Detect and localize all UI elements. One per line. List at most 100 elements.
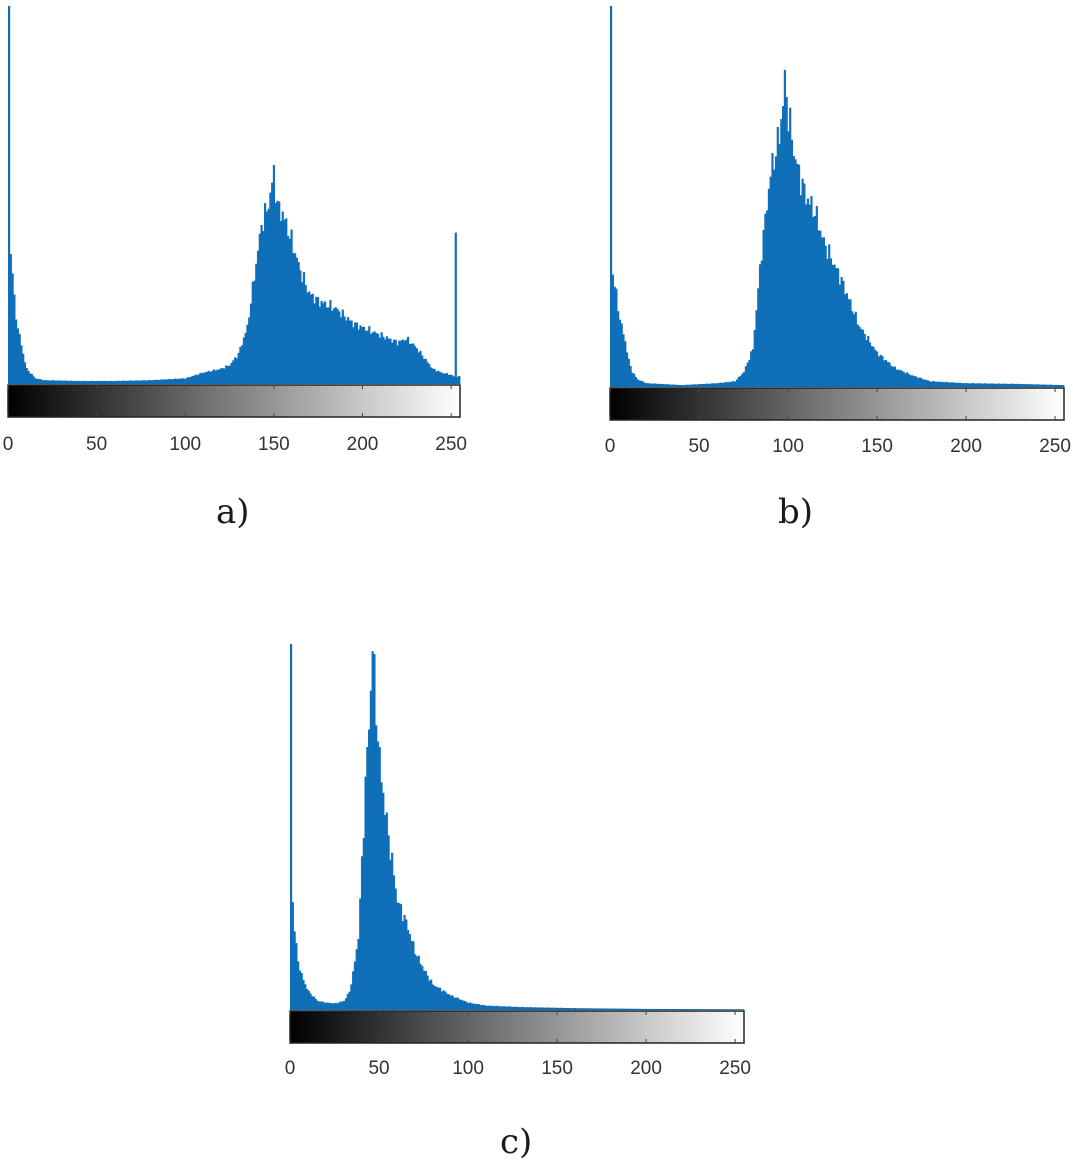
histogram-bar <box>806 198 810 387</box>
histogram-bar <box>59 380 62 384</box>
histogram-bar <box>831 264 834 387</box>
histogram-bar <box>909 375 912 387</box>
histogram-bar <box>1012 384 1015 387</box>
histogram-bar <box>602 1008 605 1010</box>
histogram-bar <box>424 358 427 384</box>
histogram-bar <box>357 938 360 1010</box>
histogram-bar <box>561 1007 564 1010</box>
histogram-bar <box>1039 384 1042 387</box>
histogram-bar <box>513 1006 516 1010</box>
histogram-bar <box>683 1009 686 1010</box>
histogram-bar <box>971 383 974 387</box>
histogram-bar <box>339 1001 342 1010</box>
histogram-bar <box>620 323 623 387</box>
histogram-c: 0 50 100 150 200 250 <box>282 640 752 1085</box>
histogram-bar <box>504 1006 507 1010</box>
histogram-bar <box>394 339 397 384</box>
histogram-bar <box>740 1009 743 1010</box>
x-tick-label: 200 <box>950 436 982 457</box>
histogram-bar <box>900 370 904 387</box>
histogram-bar <box>428 980 431 1010</box>
histogram-bar <box>458 375 461 384</box>
histogram-bar <box>663 384 666 387</box>
histogram-bar <box>566 1008 569 1010</box>
histogram-bar <box>720 1009 724 1010</box>
histogram-bar <box>934 381 937 387</box>
histogram-bar <box>126 380 129 384</box>
histogram-bar <box>961 383 964 387</box>
histogram-bar <box>431 984 435 1010</box>
histogram-bar <box>822 237 825 387</box>
histogram-bar <box>485 1005 488 1010</box>
histogram-bar <box>419 963 422 1010</box>
histogram-bar <box>85 381 88 384</box>
histogram-bar <box>710 1009 713 1010</box>
histogram-bar <box>495 1005 498 1010</box>
histogram-bar <box>391 342 394 384</box>
histogram-bar <box>520 1006 523 1010</box>
histogram-bar <box>348 991 351 1010</box>
histogram-bar <box>304 984 307 1010</box>
histogram-bar <box>362 326 366 384</box>
histogram-bar <box>300 973 303 1010</box>
histogram-bar <box>641 1008 644 1010</box>
histogram-bar <box>1023 383 1026 387</box>
histogram-bar <box>415 956 419 1010</box>
histogram-bar <box>1030 384 1033 387</box>
histogram-bar <box>131 380 134 384</box>
histogram-bar <box>368 729 371 1010</box>
histogram-bar <box>627 358 630 387</box>
histogram-bar <box>559 1007 562 1010</box>
histogram-bar <box>394 888 397 1010</box>
histogram-bar <box>630 1008 633 1010</box>
histogram-bar <box>741 373 744 387</box>
histogram-bar <box>865 340 868 387</box>
histogram-bar <box>712 383 716 387</box>
histogram-bar <box>421 966 424 1010</box>
histogram-bar <box>657 1008 660 1010</box>
histogram-bar <box>165 379 168 384</box>
histogram-bar <box>369 690 372 1010</box>
histogram-bar <box>518 1007 521 1010</box>
histogram-bar <box>43 380 46 384</box>
histogram-bar <box>970 383 973 387</box>
histogram-bar <box>380 332 383 384</box>
histogram-bar <box>195 374 198 384</box>
histogram-bar <box>357 329 360 384</box>
histogram-bar <box>671 1009 674 1010</box>
histogram-bar <box>577 1008 580 1010</box>
histogram-bar <box>271 182 274 384</box>
caption-a: a) <box>216 492 250 532</box>
histogram-bar <box>426 362 429 384</box>
histogram-bar <box>368 326 371 384</box>
histogram-bar <box>336 308 339 384</box>
histogram-bar <box>706 1009 709 1010</box>
histogram-bar <box>977 383 980 387</box>
histogram-bar <box>352 971 355 1010</box>
histogram-bar <box>564 1007 568 1010</box>
histogram-bar <box>621 1008 624 1010</box>
histogram-bar <box>113 381 117 384</box>
histogram-bar <box>362 838 365 1010</box>
histogram-bar <box>474 1003 477 1010</box>
histogram-bar <box>797 164 801 387</box>
histogram-bar <box>377 334 380 384</box>
histogram-bar <box>737 376 740 387</box>
histogram-bar <box>454 997 458 1010</box>
histogram-bar <box>766 210 769 387</box>
histogram-bar <box>399 904 403 1010</box>
histogram-bar <box>643 382 646 387</box>
histogram-bar <box>877 356 880 387</box>
histogram-bar <box>440 991 443 1010</box>
histogram-bar <box>186 377 189 384</box>
histogram-bar <box>241 345 244 384</box>
histogram-bar <box>295 943 298 1010</box>
histogram-bar <box>207 370 210 384</box>
histogram-bar <box>851 311 854 387</box>
x-tick-label: 150 <box>258 434 290 455</box>
histogram-bar <box>294 253 297 384</box>
histogram-bar <box>22 353 25 384</box>
histogram-bar <box>966 383 969 387</box>
histogram-bar <box>366 330 369 384</box>
histogram-bar <box>407 336 410 384</box>
